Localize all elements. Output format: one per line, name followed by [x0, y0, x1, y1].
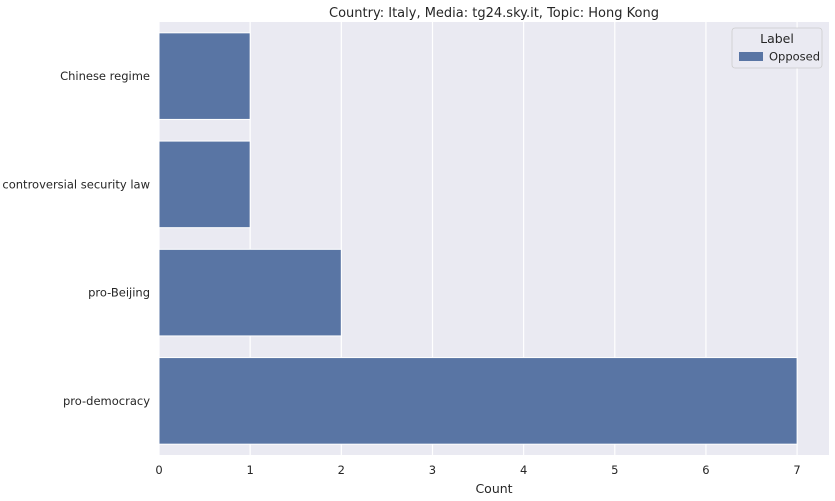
x-tick-labels: 0 1 2 3 4 5 6 7	[155, 463, 800, 477]
y-tick-label: pro-Beijing	[88, 286, 150, 300]
legend-title: Label	[760, 31, 794, 46]
y-tick-labels: Chinese regime controversial security law…	[2, 69, 150, 408]
x-tick-label: 1	[246, 463, 253, 477]
bar	[158, 248, 342, 337]
legend-label-opposed: Opposed	[769, 50, 820, 64]
x-tick-label: 5	[611, 463, 618, 477]
x-tick-label: 3	[429, 463, 436, 477]
x-tick-label: 7	[793, 463, 800, 477]
bar	[158, 140, 251, 229]
y-tick-label: controversial security law	[2, 177, 150, 191]
bars	[158, 32, 798, 445]
x-tick-label: 0	[155, 463, 162, 477]
x-tick-label: 4	[520, 463, 527, 477]
legend: Label Opposed	[731, 27, 823, 69]
x-axis-label: Count	[475, 481, 512, 496]
x-tick-label: 2	[338, 463, 345, 477]
y-tick-label: Chinese regime	[60, 69, 150, 83]
chart-title: Country: Italy, Media: tg24.sky.it, Topi…	[329, 6, 659, 21]
bar	[158, 32, 251, 120]
y-tick-label: pro-democracy	[63, 394, 150, 408]
x-tick-label: 6	[702, 463, 709, 477]
bar	[158, 357, 798, 445]
legend-swatch	[739, 52, 763, 61]
